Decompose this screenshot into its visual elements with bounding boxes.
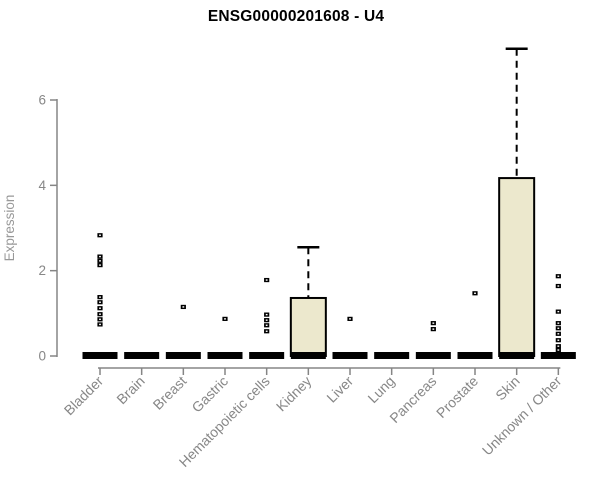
outlier-point-center — [432, 322, 435, 324]
outlier-point-center — [265, 330, 268, 332]
outlier-point-center — [99, 301, 101, 303]
outlier-point-center — [432, 328, 435, 330]
outlier-point-center — [557, 333, 560, 335]
median-bar — [374, 352, 410, 359]
outlier-point-center — [265, 313, 268, 316]
outlier-point-center — [557, 275, 560, 277]
x-tick-label: Kidney — [273, 373, 315, 415]
outlier-point-center — [99, 260, 101, 262]
outlier-point-center — [224, 318, 226, 320]
x-tick-label: Lung — [364, 373, 397, 406]
outlier-point-center — [557, 285, 560, 287]
outlier-point-center — [99, 307, 101, 309]
outlier-point-center — [99, 264, 101, 266]
outlier-point-center — [99, 234, 101, 236]
x-tick-label: Skin — [492, 373, 523, 404]
x-tick-label: Brain — [113, 373, 147, 407]
median-bar — [499, 352, 535, 359]
median-bar — [540, 352, 576, 359]
outlier-point-center — [557, 322, 560, 324]
outlier-point-center — [99, 313, 101, 315]
y-tick-label: 2 — [38, 263, 46, 278]
median-bar — [290, 352, 326, 359]
y-tick-label: 6 — [38, 92, 46, 107]
box-rect — [498, 177, 536, 357]
outlier-point-center — [557, 327, 560, 329]
outlier-point-center — [557, 339, 560, 341]
outlier-point-center — [182, 306, 185, 308]
x-tick-label: Breast — [150, 373, 190, 413]
median-bar — [207, 352, 243, 359]
outlier-point-center — [557, 349, 560, 351]
y-axis-title: Expression — [2, 195, 17, 262]
outlier-point-center — [265, 319, 268, 321]
box-rect — [289, 296, 327, 357]
x-tick-label: Unknown / Other — [479, 373, 565, 459]
y-tick-label: 0 — [38, 349, 46, 364]
x-tick-label: Liver — [323, 373, 356, 406]
outlier-point-center — [99, 318, 101, 321]
x-tick-label: Bladder — [61, 373, 107, 419]
outlier-point-center — [265, 324, 268, 326]
y-tick-label: 4 — [38, 178, 46, 193]
outlier-point-center — [99, 255, 101, 258]
outlier-point-center — [99, 323, 101, 326]
x-tick-label: Prostate — [433, 373, 481, 421]
outlier-point-center — [349, 318, 351, 320]
median-bar — [82, 352, 118, 359]
median-bar — [249, 352, 285, 359]
outlier-point-center — [474, 292, 476, 294]
median-bar — [124, 352, 160, 359]
outlier-point-center — [265, 279, 268, 281]
median-bar — [415, 352, 451, 359]
median-bar — [457, 352, 493, 359]
chart-title: ENSG00000201608 - U4 — [207, 8, 385, 25]
outlier-point-center — [557, 310, 560, 313]
outlier-point-center — [557, 345, 560, 347]
outlier-point-center — [99, 296, 101, 298]
median-bar — [165, 352, 201, 359]
median-bar — [332, 352, 368, 359]
